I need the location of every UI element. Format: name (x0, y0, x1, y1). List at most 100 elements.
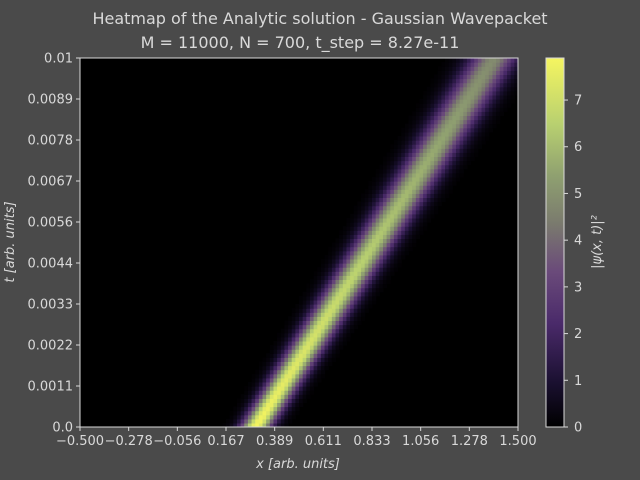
heatmap-cell (342, 340, 348, 346)
heatmap-cell (426, 127, 431, 133)
heatmap-cell (328, 361, 333, 367)
heatmap-cell (434, 131, 439, 137)
heatmap-cell (452, 111, 457, 116)
heatmap-cell (324, 271, 329, 276)
heatmap-cell (258, 394, 264, 399)
heatmap-cell (474, 66, 479, 71)
heatmap-cell (441, 78, 446, 84)
heatmap-cell (448, 156, 453, 162)
heatmap-cell (492, 62, 497, 67)
heatmap-cell (390, 234, 395, 239)
heatmap-cell (499, 78, 504, 84)
heatmap-cell (299, 340, 304, 346)
heatmap-cell (320, 316, 326, 321)
heatmap-cell (313, 291, 318, 297)
heatmap-cell (288, 336, 293, 342)
heatmap-cell (441, 168, 446, 174)
heatmap-cell (313, 304, 318, 309)
heatmap-cell (368, 267, 373, 272)
heatmap-cell (408, 226, 413, 231)
heatmap-cell (466, 94, 472, 100)
heatmap-cell (280, 386, 285, 391)
heatmap-cell (262, 361, 267, 367)
heatmap-cell (507, 90, 512, 96)
heatmap-cell (452, 70, 457, 75)
heatmap-cell (459, 123, 464, 129)
heatmap-cell (496, 103, 501, 108)
heatmap-cell (328, 336, 333, 342)
heatmap-cell (419, 193, 424, 198)
heatmap-cell (313, 324, 318, 330)
heatmap-cell (463, 90, 468, 96)
heatmap-cell (240, 394, 245, 399)
heatmap-cell (277, 365, 282, 371)
heatmap-cell (302, 377, 307, 383)
heatmap-cell (350, 308, 355, 313)
heatmap-cell (408, 131, 413, 137)
heatmap-cell (280, 410, 285, 416)
heatmap-cell (277, 381, 282, 387)
heatmap-cell (412, 181, 417, 186)
heatmap-cell (266, 398, 271, 403)
colorbar-tick-label: 5 (574, 187, 582, 202)
heatmap-cell (496, 78, 501, 84)
heatmap-cell (273, 390, 278, 395)
heatmap-cell (397, 213, 402, 219)
heatmap-cell (459, 103, 464, 108)
heatmap-cell (306, 304, 311, 309)
heatmap-cell (320, 340, 326, 346)
heatmap-cell (288, 316, 293, 321)
heatmap-cell (317, 340, 322, 346)
heatmap-cell (375, 213, 380, 219)
heatmap-cell (463, 107, 468, 112)
heatmap-cell (273, 398, 278, 403)
heatmap-cell (404, 131, 410, 137)
heatmap-cell (368, 193, 373, 198)
heatmap-cell (485, 115, 490, 121)
heatmap-cell (361, 263, 366, 268)
heatmap-cell (328, 287, 333, 293)
heatmap-cell (448, 74, 453, 80)
heatmap-cell (368, 226, 373, 231)
colorbar-tick-label: 1 (574, 374, 582, 389)
heatmap-cell (434, 181, 439, 186)
heatmap-cell (510, 66, 515, 71)
heatmap-cell (233, 414, 238, 420)
heatmap-cell (470, 148, 475, 153)
heatmap-cell (470, 103, 475, 108)
heatmap-cell (474, 131, 479, 137)
heatmap-cell (306, 357, 311, 362)
heatmap-cell (437, 86, 442, 92)
heatmap-cell (426, 189, 431, 194)
heatmap-cell (419, 201, 424, 207)
heatmap-cell (277, 390, 282, 395)
heatmap-cell (372, 226, 377, 231)
heatmap-cell (499, 107, 504, 112)
heatmap-cell (437, 99, 442, 104)
heatmap-cell (452, 127, 457, 133)
heatmap-cell (441, 123, 446, 129)
heatmap-cell (368, 295, 373, 301)
heatmap-cell (233, 422, 238, 427)
heatmap-cell (470, 156, 475, 162)
heatmap-cell (368, 189, 373, 194)
heatmap-cell (423, 99, 428, 104)
heatmap-cell (393, 168, 399, 174)
heatmap-cell (346, 226, 351, 231)
heatmap-cell (379, 193, 384, 198)
heatmap-cell (510, 82, 515, 88)
heatmap-cell (313, 353, 318, 358)
heatmap-cell (382, 246, 388, 252)
heatmap-cell (408, 234, 413, 239)
heatmap-cell (474, 78, 479, 84)
heatmap-cell (390, 254, 395, 260)
heatmap-cell (452, 119, 457, 125)
heatmap-cell (393, 238, 399, 244)
heatmap-cell (372, 246, 377, 252)
heatmap-cell (492, 107, 497, 112)
heatmap-cell (492, 103, 497, 108)
heatmap-cell (445, 181, 450, 186)
heatmap-cell (299, 349, 304, 354)
heatmap-cell (510, 90, 515, 96)
heatmap-cell (397, 205, 402, 211)
